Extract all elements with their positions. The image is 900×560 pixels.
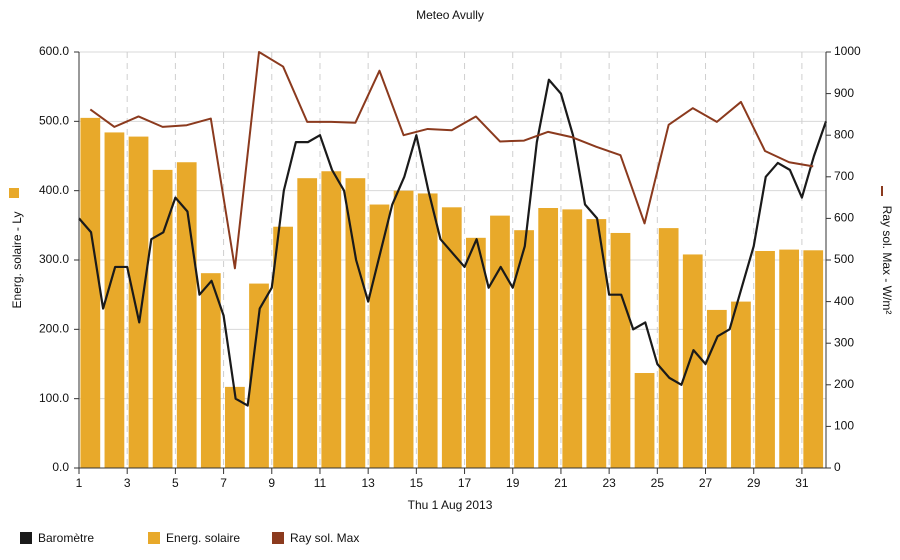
bar — [803, 250, 824, 468]
y-tick-label: 600.0 — [39, 44, 69, 58]
x-tick-label: 29 — [747, 476, 761, 490]
y2-tick-label: 600 — [834, 211, 854, 225]
y-tick-label: 200.0 — [39, 322, 69, 336]
x-tick-label: 9 — [268, 476, 275, 490]
y-axis-marker — [9, 188, 19, 198]
bar — [176, 162, 197, 469]
y2-tick-label: 200 — [834, 377, 854, 391]
y2-tick-label: 1000 — [834, 44, 861, 58]
legend-label: Energ. solaire — [166, 531, 240, 545]
bar — [417, 193, 438, 468]
legend-swatch — [20, 532, 32, 544]
legend-swatch — [272, 532, 284, 544]
y-tick-label: 0.0 — [52, 460, 69, 474]
x-tick-label: 21 — [554, 476, 568, 490]
legend-label: Baromètre — [38, 531, 94, 545]
y2-tick-label: 700 — [834, 169, 854, 183]
bar — [393, 190, 414, 468]
bar — [465, 237, 486, 468]
y2-axis-label: Ray sol. Max - W/m² — [880, 206, 894, 315]
bar — [562, 209, 583, 469]
bar — [731, 301, 751, 468]
y2-tick-label: 500 — [834, 252, 854, 266]
y2-tick-label: 800 — [834, 127, 854, 141]
x-tick-label: 7 — [220, 476, 227, 490]
bar — [779, 249, 800, 468]
bar — [321, 171, 342, 468]
bar — [369, 204, 390, 469]
y2-tick-label: 900 — [834, 86, 854, 100]
bar — [514, 230, 534, 468]
bar — [755, 250, 775, 468]
x-tick-label: 27 — [699, 476, 713, 490]
bar — [80, 117, 101, 468]
y-tick-label: 100.0 — [39, 391, 69, 405]
line — [78, 78, 828, 407]
y-tick-label: 300.0 — [39, 252, 69, 266]
line — [89, 51, 814, 270]
bar — [249, 283, 269, 468]
y2-tick-label: 0 — [834, 460, 841, 474]
x-tick-label: 13 — [361, 476, 375, 490]
legend-label: Ray sol. Max — [290, 531, 359, 545]
x-tick-label: 11 — [314, 476, 327, 490]
bar — [610, 232, 631, 468]
bar — [682, 254, 703, 468]
bar — [104, 132, 125, 468]
x-tick-label: 23 — [602, 476, 616, 490]
x-tick-label: 19 — [506, 476, 520, 490]
bar — [225, 386, 245, 468]
bar — [538, 208, 559, 468]
bar — [490, 215, 510, 468]
x-tick-label: 17 — [458, 476, 472, 490]
bar — [128, 136, 149, 468]
bar — [586, 219, 607, 468]
x-tick-label: 31 — [795, 476, 809, 490]
bar — [152, 169, 173, 468]
chart-title: Meteo Avully — [416, 8, 484, 22]
bar — [273, 226, 293, 468]
x-tick-label: 3 — [124, 476, 131, 490]
bar — [200, 273, 221, 468]
bar — [634, 373, 655, 468]
x-tick-label: 15 — [410, 476, 424, 490]
y-tick-label: 500.0 — [39, 114, 69, 128]
y-tick-label: 400.0 — [39, 183, 69, 197]
y-axis-label: Energ. solaire - Ly — [10, 212, 24, 309]
bar — [441, 207, 462, 468]
x-tick-label: 5 — [172, 476, 179, 490]
x-axis-label: Thu 1 Aug 2013 — [408, 498, 493, 512]
x-tick-label: 25 — [651, 476, 665, 490]
bar — [297, 178, 318, 469]
y2-tick-label: 400 — [834, 294, 854, 308]
y2-tick-label: 300 — [834, 335, 854, 349]
bar — [345, 178, 366, 469]
x-tick-label: 1 — [76, 476, 83, 490]
bar — [658, 228, 679, 468]
legend-swatch — [148, 532, 160, 544]
y2-tick-label: 100 — [834, 419, 854, 433]
